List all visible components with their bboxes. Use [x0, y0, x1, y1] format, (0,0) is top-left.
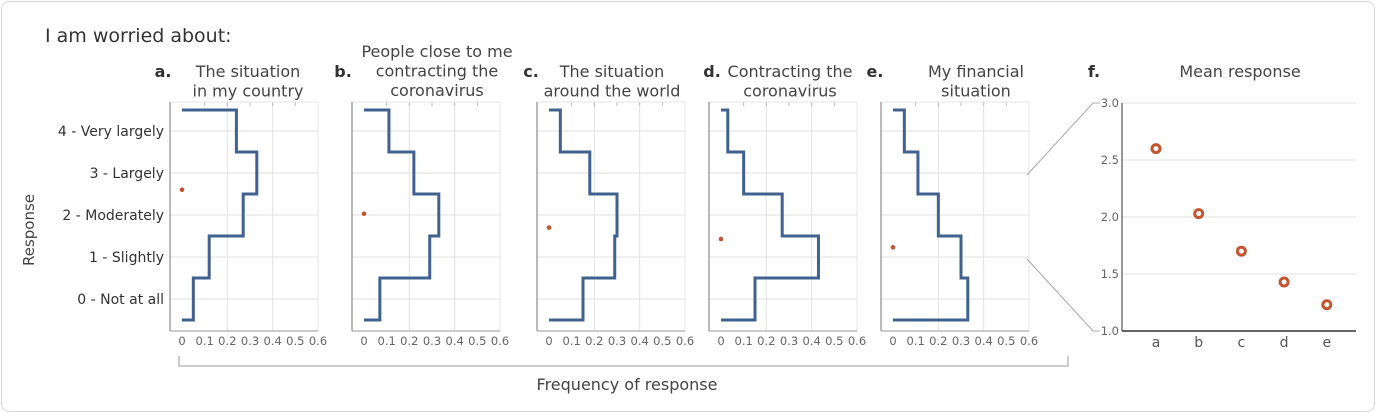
x-tick-label: d [1280, 335, 1289, 351]
panel-title: in my country [193, 82, 304, 101]
panel-title: around the world [544, 82, 681, 101]
x-tick-label: 0 [178, 334, 185, 348]
panel-title: The situation [195, 62, 301, 81]
x-tick-label: 0.4 [631, 334, 649, 348]
x-tick-label: 0.6 [309, 334, 327, 348]
x-tick-label: 0.1 [907, 334, 925, 348]
x-tick-label: 0.1 [735, 334, 753, 348]
x-tick-label: 0.5 [653, 334, 671, 348]
mean-marker [546, 225, 552, 230]
mean-point [1321, 299, 1333, 311]
zoom-connector-line [1026, 258, 1100, 332]
y-tick-label: 4 - Very largely [58, 124, 164, 140]
frequency-step-line [721, 108, 820, 322]
panel-title: coronavirus [743, 82, 837, 101]
panel-title: contracting the [376, 62, 499, 81]
x-tick-label: 0.6 [848, 334, 866, 348]
panel-letter: f. [1088, 62, 1100, 81]
x-axis-label: Frequency of response [537, 375, 718, 394]
frequency-step-line [549, 108, 619, 322]
frequency-step-line [182, 108, 259, 322]
panel-title: Contracting the [728, 62, 853, 81]
y-tick-label: 1 - Slightly [89, 250, 164, 266]
x-tick-label: c [1238, 335, 1246, 351]
frequency-step-line [893, 108, 970, 322]
x-axis-bracket [178, 356, 1069, 367]
y-axis-label: Response [20, 194, 38, 266]
x-tick-label: 0.3 [952, 334, 970, 348]
x-tick-label: 0.1 [563, 334, 581, 348]
x-tick-label: 0.2 [218, 334, 236, 348]
x-tick-label: 0 [545, 334, 552, 348]
panel-title: Mean response [1179, 62, 1300, 81]
x-tick-label: e [1322, 335, 1331, 351]
panel-title: coronavirus [390, 81, 484, 100]
panel-letter: e. [867, 62, 884, 81]
y-tick-label: 2.5 [1101, 153, 1119, 167]
x-tick-label: a [1152, 335, 1161, 351]
x-tick-label: 0.4 [975, 334, 993, 348]
panel-title: People close to me [361, 42, 512, 61]
y-tick-label: 1.0 [1101, 324, 1119, 338]
y-tick-label: 3 - Largely [90, 166, 164, 182]
x-tick-label: 0.3 [780, 334, 798, 348]
mean-marker [361, 211, 367, 217]
mean-point [1150, 143, 1162, 155]
x-tick-label: 0.1 [378, 334, 396, 348]
y-tick-label: 0 - Not at all [77, 292, 164, 308]
x-tick-label: 0.5 [286, 334, 304, 348]
x-tick-label: 0.4 [264, 334, 282, 348]
frequency-step-line [364, 108, 441, 322]
x-tick-label: 0.2 [585, 334, 603, 348]
panel-title: situation [941, 82, 1011, 101]
x-tick-label: 0.5 [468, 334, 486, 348]
mean-marker [179, 187, 185, 193]
x-tick-label: 0.6 [491, 334, 509, 348]
x-tick-label: 0.4 [803, 334, 821, 348]
x-tick-label: 0 [717, 334, 724, 348]
panel-title: My financial [928, 62, 1024, 81]
x-tick-label: 0.3 [608, 334, 626, 348]
x-tick-label: 0.2 [757, 334, 775, 348]
x-tick-label: 0.5 [997, 334, 1015, 348]
x-tick-label: 0.2 [400, 334, 418, 348]
x-tick-label: 0.6 [1020, 334, 1038, 348]
panel-letter: b. [334, 62, 352, 81]
x-tick-label: 0.3 [423, 334, 441, 348]
panel-title: The situation [559, 62, 665, 81]
mean-point [1193, 208, 1205, 220]
x-tick-label: b [1194, 335, 1203, 351]
y-tick-label: 2.0 [1101, 210, 1119, 224]
mean-marker [718, 236, 724, 242]
x-tick-label: 0.1 [196, 334, 214, 348]
y-tick-label: 1.5 [1101, 267, 1119, 281]
y-tick-label: 2 - Moderately [62, 208, 164, 224]
figure-heading: I am worried about: [45, 25, 232, 47]
panel-letter: d. [703, 62, 721, 81]
plot-area [351, 101, 501, 332]
x-tick-label: 0.4 [446, 334, 464, 348]
mean-marker [890, 245, 896, 250]
panel-letter: c. [523, 62, 539, 81]
panel-letter: a. [155, 62, 172, 81]
mean-point [1278, 276, 1290, 288]
y-tick-label: 3.0 [1101, 96, 1119, 110]
mean-point [1235, 245, 1247, 257]
x-tick-label: 0.3 [241, 334, 259, 348]
x-tick-label: 0.2 [929, 334, 947, 348]
x-tick-label: 0 [360, 334, 367, 348]
x-tick-label: 0 [889, 334, 896, 348]
x-tick-label: 0.6 [676, 334, 694, 348]
x-tick-label: 0.5 [825, 334, 843, 348]
zoom-connector-line [1026, 102, 1100, 176]
